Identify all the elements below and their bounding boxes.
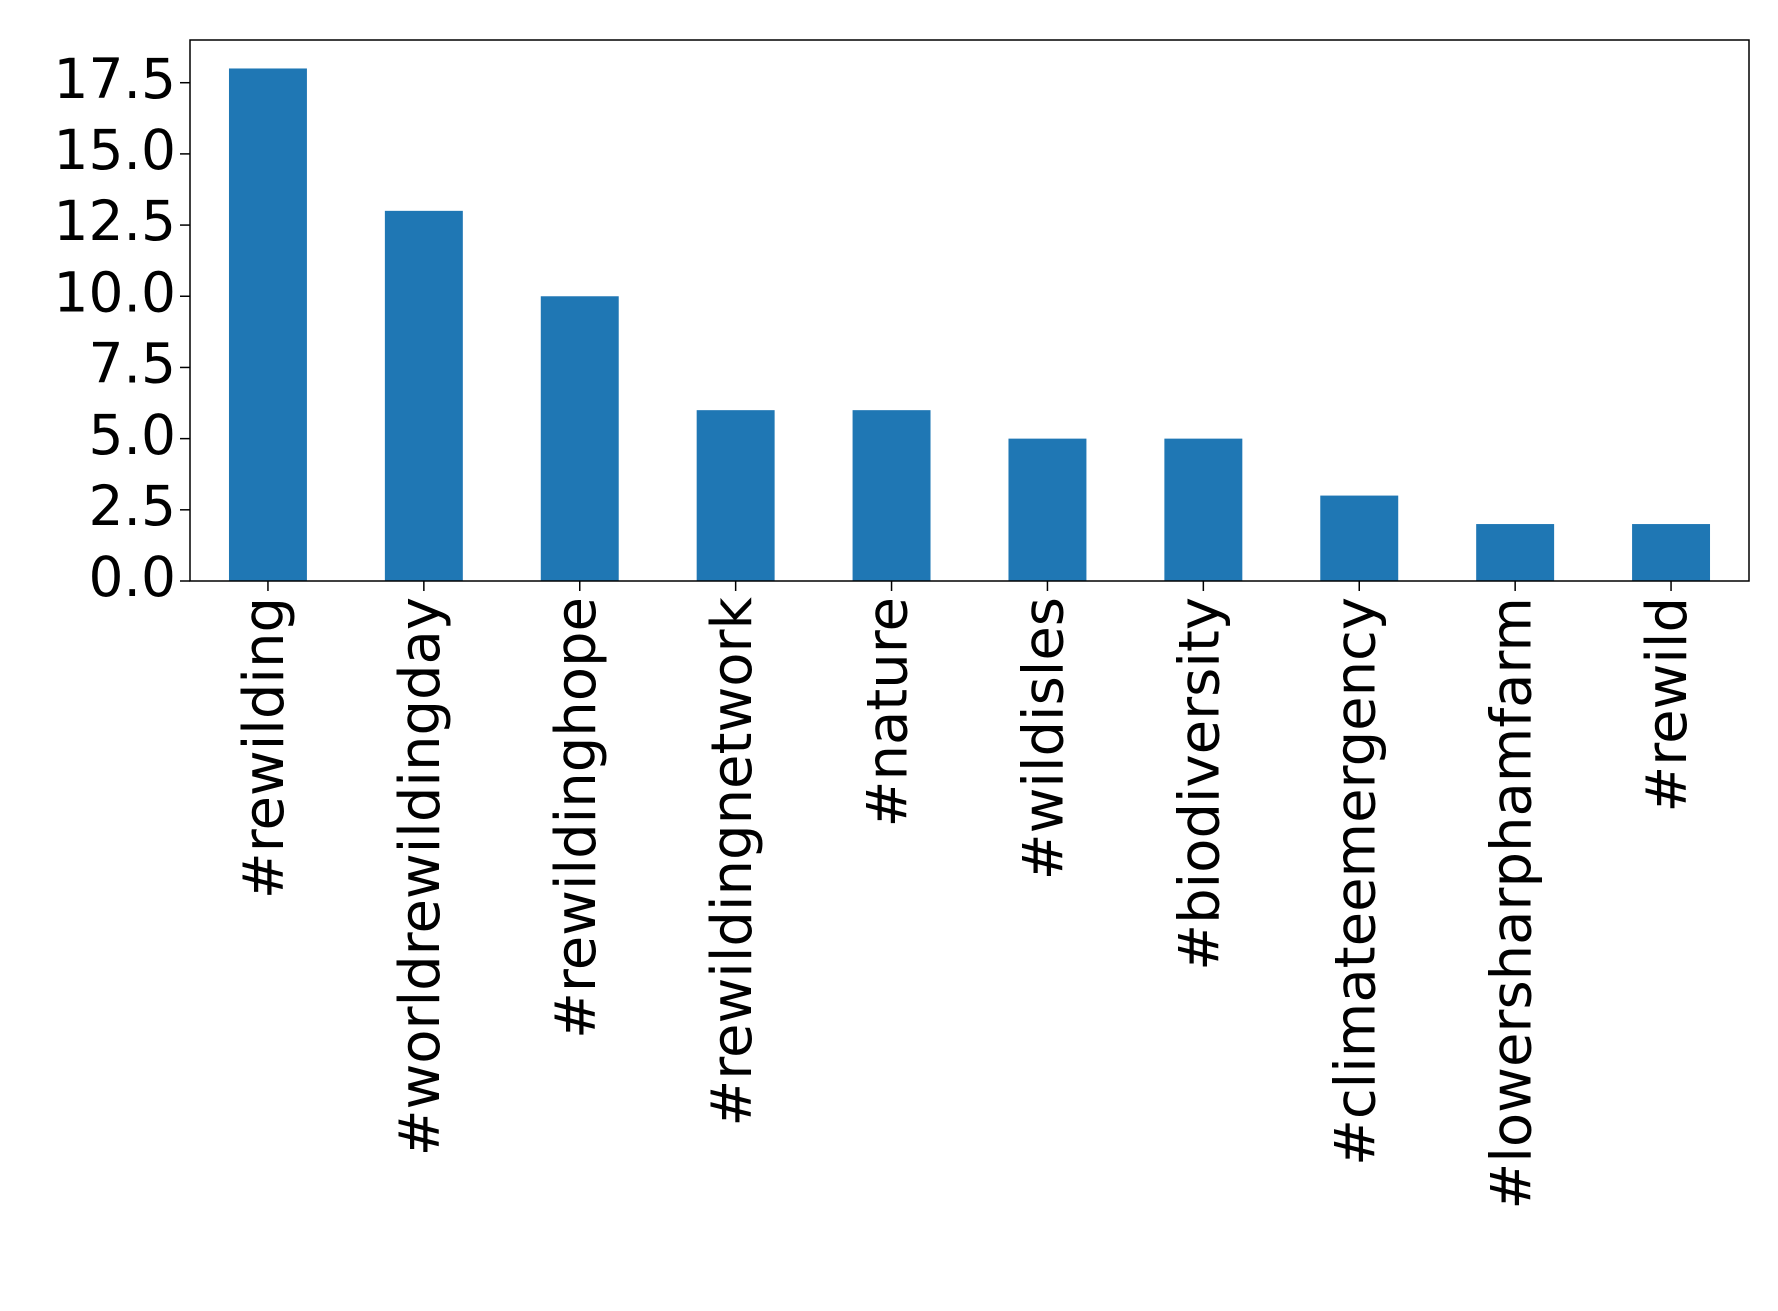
x-tick-label: #worldrewildingday xyxy=(388,597,453,1156)
bar xyxy=(540,296,619,581)
x-tick-label: #lowersharphamfarm xyxy=(1479,597,1544,1210)
bar xyxy=(1164,438,1243,581)
y-tick-label: 10.0 xyxy=(54,260,176,324)
x-tick-label: #climateemergency xyxy=(1323,597,1388,1166)
y-tick-label: 0.0 xyxy=(89,545,176,609)
y-tick-label: 7.5 xyxy=(89,332,176,396)
bar xyxy=(852,410,931,581)
bar xyxy=(1008,438,1087,581)
y-tick-label: 2.5 xyxy=(89,474,176,538)
bar xyxy=(1320,495,1399,581)
plot-frame xyxy=(189,39,1750,582)
bar xyxy=(1476,524,1555,581)
bar xyxy=(228,68,307,581)
bar xyxy=(696,410,775,581)
y-tick-label: 17.5 xyxy=(54,47,176,111)
y-tick-label: 15.0 xyxy=(54,118,176,182)
x-tick-label: #nature xyxy=(856,597,921,827)
x-tick-label: #biodiversity xyxy=(1167,597,1232,971)
x-tick-label: #rewilding xyxy=(232,597,297,899)
y-tick-label: 12.5 xyxy=(54,189,176,253)
bar xyxy=(1632,524,1711,581)
bar xyxy=(384,210,463,581)
y-tick-label: 5.0 xyxy=(89,403,176,467)
x-tick-label: #rewild xyxy=(1635,597,1700,813)
x-tick-label: #rewildingnetwork xyxy=(700,596,765,1126)
x-tick-label: #rewildinghope xyxy=(544,597,609,1039)
x-tick-label: #wildisles xyxy=(1012,597,1077,880)
